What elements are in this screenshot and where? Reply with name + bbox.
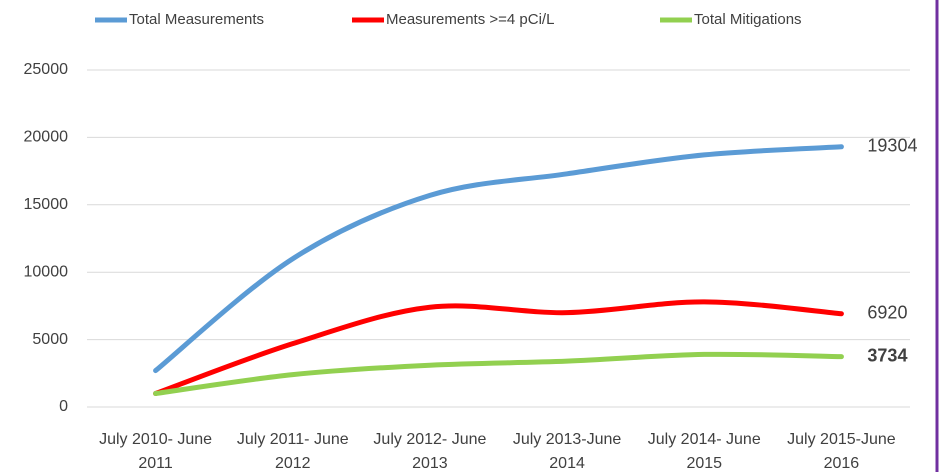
- x-tick-label: July 2014- June: [648, 431, 761, 448]
- x-tick-label: July 2013-June: [513, 431, 622, 448]
- y-tick-label: 5000: [32, 331, 68, 348]
- x-tick-label: July 2012- June: [373, 431, 486, 448]
- x-tick-label: 2015: [686, 455, 722, 472]
- line-series: [153, 299, 844, 397]
- x-tick-label: 2014: [549, 455, 585, 472]
- legend: Total Measurements Measurements >=4 pCi/L…: [95, 11, 802, 28]
- x-tick-label: 2012: [275, 455, 311, 472]
- legend-label: Measurements >=4 pCi/L: [386, 11, 554, 28]
- x-tick-label: July 2015-June: [787, 431, 896, 448]
- x-tick-label: 2011: [138, 455, 173, 472]
- line-series: [153, 351, 844, 397]
- x-tick-label: 2013: [412, 455, 448, 472]
- y-tick-label: 0: [59, 398, 68, 415]
- legend-label: Total Mitigations: [694, 11, 802, 28]
- data-label: 19304: [867, 136, 917, 156]
- legend-label: Total Measurements: [129, 11, 264, 28]
- data-label: 3734: [867, 345, 907, 365]
- y-tick-label: 20000: [24, 129, 69, 146]
- x-tick-label: July 2010- June: [99, 431, 212, 448]
- y-tick-label: 15000: [24, 196, 69, 213]
- y-tick-label: 10000: [24, 263, 69, 280]
- line-series: [153, 144, 844, 374]
- x-tick-label: 2016: [824, 455, 860, 472]
- data-label: 6920: [867, 302, 907, 322]
- y-tick-label: 25000: [24, 61, 69, 78]
- x-tick-label: July 2011- June: [237, 431, 349, 448]
